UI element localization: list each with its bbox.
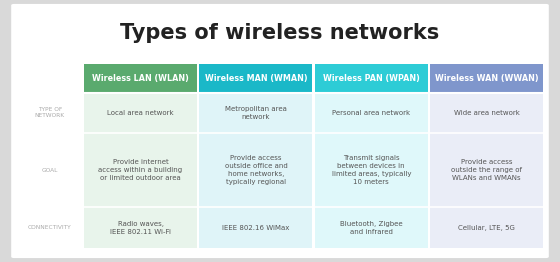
Text: Wireless PAN (WPAN): Wireless PAN (WPAN) (323, 74, 419, 83)
Text: Wireless LAN (WLAN): Wireless LAN (WLAN) (92, 74, 189, 83)
Text: Radio waves,
IEEE 802.11 Wi-Fi: Radio waves, IEEE 802.11 Wi-Fi (110, 221, 171, 234)
Text: Wide area network: Wide area network (454, 110, 520, 116)
Text: Transmit signals
between devices in
limited areas, typically
10 meters: Transmit signals between devices in limi… (332, 155, 411, 185)
Text: Wireless WAN (WWAN): Wireless WAN (WWAN) (435, 74, 539, 83)
Text: TYPE OF
NETWORK: TYPE OF NETWORK (35, 107, 65, 118)
Text: Bluetooth, Zigbee
and infrared: Bluetooth, Zigbee and infrared (340, 221, 403, 234)
Text: Metropolitan area
network: Metropolitan area network (225, 106, 287, 120)
Text: Provide access
outside office and
home networks,
typically regional: Provide access outside office and home n… (225, 155, 287, 185)
Text: Provide internet
access within a building
or limited outdoor area: Provide internet access within a buildin… (99, 159, 183, 181)
Text: Personal area network: Personal area network (332, 110, 410, 116)
Text: Types of wireless networks: Types of wireless networks (120, 23, 440, 43)
Text: Local area network: Local area network (108, 110, 174, 116)
Text: Wireless MAN (WMAN): Wireless MAN (WMAN) (204, 74, 307, 83)
Text: IEEE 802.16 WiMax: IEEE 802.16 WiMax (222, 225, 290, 231)
Text: Provide access
outside the range of
WLANs and WMANs: Provide access outside the range of WLAN… (451, 159, 522, 181)
Text: CONNECTIVITY: CONNECTIVITY (28, 225, 72, 230)
Text: Cellular, LTE, 5G: Cellular, LTE, 5G (458, 225, 515, 231)
Text: GOAL: GOAL (41, 168, 58, 173)
